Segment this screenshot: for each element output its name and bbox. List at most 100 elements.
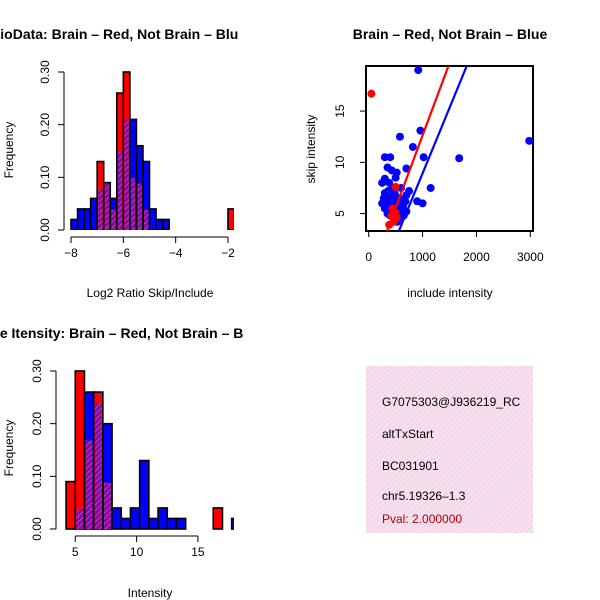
ratio-y-tick-label: 0.20 <box>38 113 52 137</box>
ratio-x-tick-label: −4 <box>169 246 183 260</box>
intensity-ylabel: Frequency <box>2 420 16 477</box>
info-event-type: altTxStart <box>382 427 434 441</box>
ratio-bar <box>70 218 79 230</box>
intensity-overlap-bar <box>85 440 93 529</box>
not-brain-point <box>408 142 417 151</box>
scatter-x-tick-label: 0 <box>365 250 372 264</box>
not-brain-point <box>426 183 435 192</box>
info-location: chr5.19326–1.3 <box>382 489 466 503</box>
intensity-y-tick-label: 0.20 <box>30 412 44 436</box>
ratio-title: RatioData: Brain – Red, Not Brain – Blu <box>0 26 238 42</box>
intensity-y-tick-label: 0.00 <box>30 517 44 541</box>
ratio-bar <box>89 197 98 230</box>
scatter-ylabel: skip intensity <box>304 115 318 184</box>
scatter-x-tick-label: 3000 <box>517 250 544 264</box>
ratio-bar <box>227 208 234 230</box>
ratio-bar <box>83 208 92 230</box>
ratio-y-tick-label: 0.10 <box>38 165 52 189</box>
ratio-overlap-bar <box>130 178 136 230</box>
not-brain-point <box>525 136 533 145</box>
intensity-x-tick-label: 15 <box>191 545 205 559</box>
intensity-bar <box>166 517 178 530</box>
info-accession: BC031901 <box>382 459 439 473</box>
info-pval: Pval: 2.000000 <box>382 512 462 526</box>
brain-fit-line <box>385 66 450 231</box>
intensity-bars <box>65 370 234 530</box>
ratio-overlap-bar <box>124 120 129 230</box>
ratio-bar <box>142 160 151 230</box>
intensity-overlap-bar <box>103 482 112 529</box>
ratio-overlap-bar <box>104 183 110 230</box>
scatter-frame <box>365 65 534 232</box>
intensity-title: Gene Itensity: Brain – Red, Not Brain – … <box>0 325 243 341</box>
ratio-overlap-bar <box>117 152 123 230</box>
intensity-scatter: Brain – Red, Not Brain – Blue 0 1000 2000 3… <box>304 26 547 300</box>
intensity-bar <box>138 459 150 530</box>
ratio-overlap-bar <box>137 183 142 230</box>
intensity-bar <box>111 507 123 530</box>
brain-point <box>391 182 400 191</box>
info-box-text-clip: G7075303@J936219_RC altTxStart BC031901 … <box>382 395 521 526</box>
not-brain-fit-line <box>397 66 468 231</box>
scatter-points <box>367 66 533 231</box>
scatter-y-tick-label: 5 <box>333 210 347 217</box>
scatter-xlabel: include intensity <box>407 286 492 300</box>
intensity-bar <box>129 507 141 530</box>
intensity-bar <box>230 517 234 530</box>
intensity-axes: 5 10 15 0.00 0.10 0.20 0.30 <box>30 359 205 559</box>
ratio-y-tick-label: 0.30 <box>38 60 52 84</box>
intensity-y-tick-label: 0.10 <box>30 464 44 488</box>
ratio-y-tick-label: 0.00 <box>38 218 52 242</box>
info-box: G7075303@J936219_RC altTxStart BC031901 … <box>366 366 533 533</box>
not-brain-point <box>401 197 410 206</box>
scatter-x-tick-label: 2000 <box>463 250 490 264</box>
ratio-xlabel: Log2 Ratio Skip/Include <box>87 286 214 300</box>
ratio-x-tick-label: −6 <box>116 246 130 260</box>
info-event-id: G7075303@J936219_RC <box>382 395 521 409</box>
not-brain-point <box>419 153 428 162</box>
scatter-plot-area <box>367 66 533 231</box>
intensity-bar <box>74 370 86 530</box>
not-brain-point <box>416 126 425 135</box>
intensity-overlap-bar <box>94 403 102 529</box>
scatter-y-tick-label: 10 <box>333 155 347 169</box>
not-brain-point <box>413 197 422 206</box>
ratio-axes: −8 −6 −4 −2 0.00 0.10 0.20 0.30 <box>38 60 235 260</box>
intensity-xlabel: Intensity <box>128 586 173 600</box>
scatter-x-tick-label: 1000 <box>409 250 436 264</box>
not-brain-point <box>455 154 464 163</box>
ratio-overlap-bar <box>98 188 103 230</box>
brain-point <box>367 89 376 98</box>
not-brain-point <box>385 178 394 187</box>
intensity-bar <box>65 480 77 530</box>
ratio-ylabel: Frequency <box>2 122 16 179</box>
not-brain-point <box>387 166 396 175</box>
ratio-x-tick-label: −2 <box>221 246 235 260</box>
intensity-overlap-bar <box>76 508 84 529</box>
intensity-x-tick-label: 5 <box>72 545 79 559</box>
intensity-histogram: Gene Itensity: Brain – Red, Not Brain – … <box>0 325 243 600</box>
ratio-x-tick-label: −8 <box>64 246 78 260</box>
not-brain-point <box>395 132 404 141</box>
not-brain-point <box>386 153 395 162</box>
info-box-background <box>366 366 533 533</box>
ratio-histogram: RatioData: Brain – Red, Not Brain – Blu … <box>0 26 238 300</box>
scatter-y-tick-label: 15 <box>333 104 347 118</box>
not-brain-point <box>384 187 393 196</box>
ratio-bar <box>76 208 85 230</box>
scatter-title: Brain – Red, Not Brain – Blue <box>353 26 548 42</box>
ratio-overlap-bar <box>111 209 116 230</box>
intensity-bar <box>157 507 169 530</box>
ratio-bar <box>161 218 170 230</box>
intensity-bar <box>175 517 187 530</box>
intensity-bar <box>212 507 224 530</box>
not-brain-point <box>414 66 423 75</box>
intensity-x-tick-label: 10 <box>130 545 144 559</box>
intensity-y-tick-label: 0.30 <box>30 359 44 383</box>
intensity-bar <box>148 517 159 530</box>
ratio-bars <box>70 71 234 230</box>
ratio-bar <box>155 218 164 230</box>
scatter-axes: 0 1000 2000 3000 5 10 15 <box>333 104 544 264</box>
not-brain-point <box>405 187 414 196</box>
